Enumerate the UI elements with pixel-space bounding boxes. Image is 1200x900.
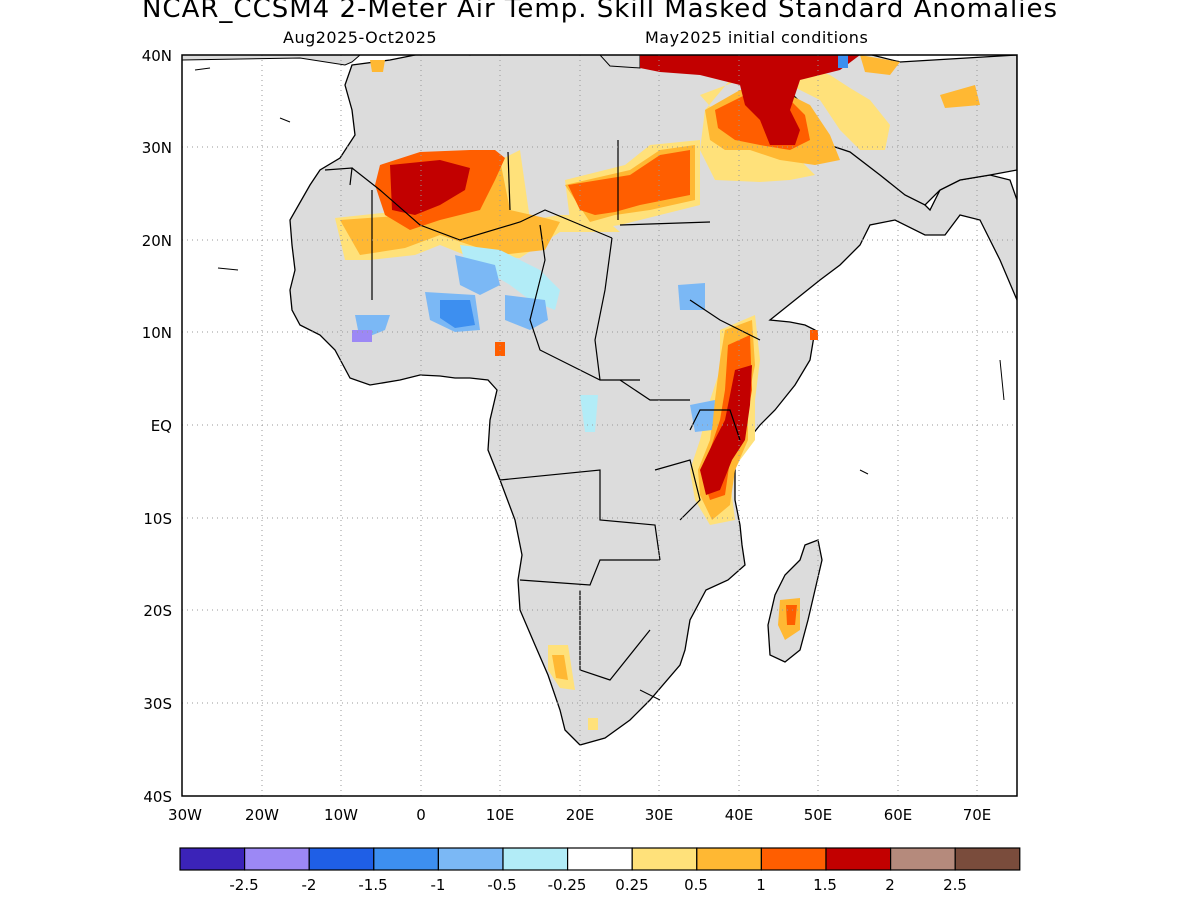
plot-frame [181,54,1018,797]
legend-swatch [373,847,439,871]
legend-label: -0.25 [548,876,587,894]
lon-tick-label: 60E [884,806,913,824]
lat-tick-label: 20S [143,602,172,620]
initial-conditions: May2025 initial conditions [645,28,869,47]
lat-tick-label: EQ [151,417,172,435]
legend-swatch [889,847,956,871]
valid-period: Aug2025-Oct2025 [283,28,438,47]
lat-tick-label: 20N [142,232,172,250]
legend-label: 0.25 [615,876,648,894]
lon-tick-label: 20W [245,806,279,824]
lat-tick-label: 40N [142,47,172,65]
legend-swatch [631,847,698,871]
legend-label: 2 [885,876,895,894]
legend-swatch [760,847,827,871]
legend-label: -1 [431,876,446,894]
legend-label: 1 [756,876,766,894]
legend-label: -1.5 [358,876,387,894]
lon-tick-label: 10E [486,806,515,824]
country-borders [324,140,761,681]
lon-tick-label: 20E [566,806,595,824]
legend-label: -2.5 [229,876,258,894]
lat-tick-label: 30S [143,695,172,713]
lon-tick-label: 0 [416,806,426,824]
lon-tick-label: 50E [804,806,833,824]
lat-tick-label: 30N [142,139,172,157]
lon-tick-labels: 30W 20W 10W 0 10E 20E 30E 40E 50E 60E 70… [168,806,991,824]
lat-tick-label: 40S [143,788,172,806]
legend-label: -2 [302,876,317,894]
lon-tick-label: 30W [168,806,202,824]
chart-title: NCAR_CCSM4 2-Meter Air Temp. Skill Maske… [141,0,1059,24]
lon-tick-label: 70E [963,806,992,824]
cool-anomalies [352,55,848,432]
lat-tick-labels: 40N 30N 20N 10N EQ 10S 20S 30S 40S [142,47,172,806]
legend-swatch [566,847,633,871]
legend-swatch [825,847,892,871]
lat-tick-label: 10S [143,510,172,528]
small-islands [194,67,1005,701]
legend-label: 0.5 [684,876,708,894]
lon-tick-label: 40E [725,806,754,824]
legend-label: 1.5 [813,876,837,894]
legend-label: -0.5 [487,876,516,894]
legend-swatch [696,847,762,871]
warm-anomalies [335,55,980,730]
legend-swatch [502,847,569,871]
legend-labels: -2.5 -2 -1.5 -1 -0.5 -0.25 0.25 0.5 1 1.… [229,876,967,894]
lon-tick-label: 10W [324,806,358,824]
legend-swatch [954,847,1021,871]
lon-tick-label: 30E [645,806,674,824]
legend-swatch [308,847,375,871]
legend-swatch [179,847,246,871]
legend-label: 2.5 [943,876,967,894]
lat-tick-label: 10N [142,324,172,342]
color-legend [179,847,1021,871]
legend-swatch [437,847,504,871]
grid-lines [182,55,1017,796]
legend-swatch [244,847,310,871]
